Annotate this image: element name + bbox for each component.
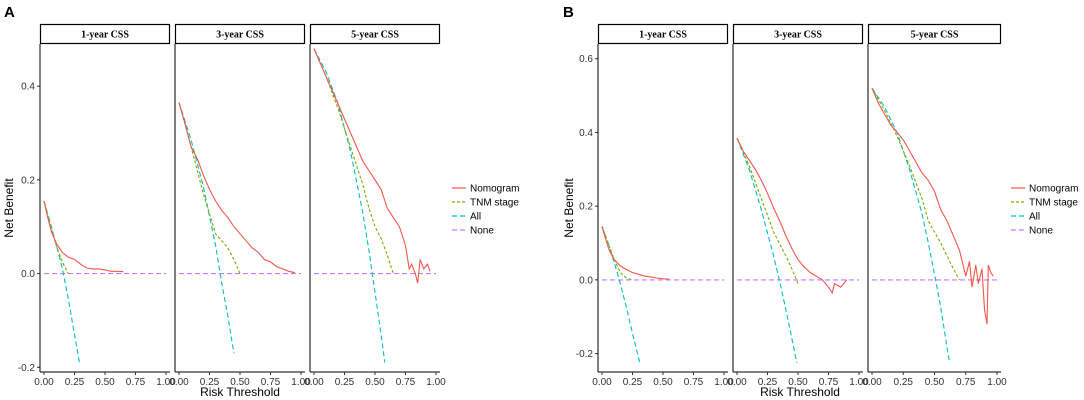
panel-b-x-axis-title: Risk Threshold: [760, 385, 840, 399]
panel-b-facet-2-x-tick-label: 0.75: [819, 377, 839, 388]
panel-a-x-axis-title: Risk Threshold: [200, 385, 280, 399]
panel-b-y-tick-label: 0.4: [579, 128, 593, 139]
panel-a-facet-2-x-tick-label: 1.00: [291, 377, 311, 388]
panel-a-facet-1-x-tick-label: 0.25: [65, 377, 85, 388]
panel-b-facet-1-strip: [597, 23, 729, 45]
panel-b-facet-3-x-tick-label: 0.25: [894, 377, 914, 388]
panel-a-facet-1-x-tick-label: 0.00: [34, 377, 54, 388]
panel-a-facet-1-strip-label: 1-year CSS: [81, 30, 129, 41]
panel-b-facet-2-strip: [732, 23, 864, 45]
panel-a-facet-1-strip: [39, 23, 171, 45]
panel-b-facet-2-series-all: [736, 137, 798, 363]
panel-a-legend-label-nomogram: Nomogram: [470, 184, 519, 195]
panel-a-y-tick-label: 0.0: [21, 269, 35, 280]
panel-b-facet-3-x-tick-label: 0.00: [862, 377, 882, 388]
panel-b-facet-3-strip: [867, 23, 1002, 45]
panel-a-facet-2-strip: [174, 23, 306, 45]
panel-a-facet-3-x-tick-label: 1.00: [426, 377, 446, 388]
panel-b-facet-1-series-tnm-stage: [601, 226, 633, 281]
panel-b-legend-label-all: All: [1029, 212, 1040, 223]
panel-b-facet-3-x-tick-label: 1.00: [987, 377, 1007, 388]
panel-a-facet-2-x-tick-label: 0.25: [200, 377, 220, 388]
panel-b-facet-2-x-tick-label: 0.25: [758, 377, 778, 388]
panel-a-facet-2-x-tick-label: 0.75: [261, 377, 281, 388]
panel-b-y-tick-label: -0.2: [576, 349, 594, 360]
panel-b-facet-1-x-tick-label: 0.75: [684, 377, 704, 388]
panel-b-facet-3: 5-year CSS 0.00 0.25 0.50 0.75 1.00: [862, 23, 1007, 388]
panel-a-legend-label-all: All: [470, 212, 481, 223]
panel-a-legend-label-none: None: [470, 226, 494, 237]
panel-b-facet-1-x-tick-label: 0.50: [653, 377, 673, 388]
panel-b: B Net Benefit Risk Threshold -0.2 0.0 0.2 0.4 0…: [562, 4, 1078, 399]
panel-b-letter: B: [563, 4, 574, 21]
panel-b-legend-label-tnm-stage: TNM stage: [1029, 198, 1078, 209]
panel-a-facet-1-series-nomogram: [43, 200, 124, 273]
panel-a-y-tick-label: -0.2: [18, 363, 36, 374]
panel-a-facet-1-x-tick-label: 0.75: [126, 377, 146, 388]
panel-b-y-axis-title: Net Benefit: [562, 178, 576, 238]
panel-b-facet-1: 1-year CSS 0.00 0.25 0.50 0.75 1.00: [592, 23, 734, 388]
panel-a-facet-2-series-all: [178, 102, 235, 354]
panel-b-facet-3-series-nomogram: [871, 87, 994, 325]
panel-b-facet-2-x-tick-label: 0.50: [788, 377, 808, 388]
panel-b-facet-3-x-tick-label: 0.50: [925, 377, 945, 388]
panel-b-facet-3-series-tnm-stage: [871, 87, 960, 281]
panel-a-facet-3: 5-year CSS 0.00 0.25 0.50 0.75 1.00: [304, 23, 446, 388]
panel-a-facet-2: 3-year CSS 0.00 0.25 0.50 0.75 1.00: [169, 23, 311, 388]
panel-b-facet-1-x-tick-label: 0.00: [592, 377, 612, 388]
panel-a-legend-label-tnm-stage: TNM stage: [470, 198, 519, 209]
panel-b-y-tick-label: 0.0: [579, 275, 593, 286]
panel-a-facet-3-strip: [309, 23, 441, 45]
panel-a-facet-1-x-tick-label: 0.50: [95, 377, 115, 388]
panel-b-legend: Nomogram TNM stage All None: [1011, 184, 1078, 237]
panel-b-facet-2-series-nomogram: [736, 137, 848, 295]
panel-a-facet-2-x-tick-label: 0.00: [169, 377, 189, 388]
panel-b-facet-3-series-all: [871, 87, 951, 363]
panel-b-legend-label-none: None: [1029, 226, 1053, 237]
panel-a-facet-3-series-nomogram: [313, 48, 431, 284]
panel-b-facet-2-x-tick-label: 0.00: [727, 377, 747, 388]
panel-a-legend: Nomogram TNM stage All None: [452, 184, 519, 237]
panel-b-facet-3-strip-label: 5-year CSS: [911, 30, 959, 41]
panel-b-facet-2: 3-year CSS 0.00 0.25 0.50 0.75 1.00: [727, 23, 869, 388]
panel-a-facet-1-series-all: [43, 200, 80, 363]
panel-b-facet-3-x-tick-label: 0.75: [956, 377, 976, 388]
panel-b-facet-2-x-tick-label: 1.00: [849, 377, 869, 388]
panel-b-legend-label-nomogram: Nomogram: [1029, 184, 1078, 195]
panel-a-facet-3-x-tick-label: 0.50: [365, 377, 385, 388]
panel-b-y-tick-label: 0.2: [579, 202, 593, 213]
panel-a-facet-2-x-tick-label: 0.50: [230, 377, 250, 388]
panel-b-facet-1-x-tick-label: 0.25: [623, 377, 643, 388]
panel-b-facet-2-series-tnm-stage: [736, 137, 799, 284]
panel-a-y-axis-title: Net Benefit: [2, 178, 16, 238]
panel-a-facet-3-x-tick-label: 0.75: [396, 377, 416, 388]
panel-b-facet-2-strip-label: 3-year CSS: [774, 30, 822, 41]
panel-a-facet-2-strip-label: 3-year CSS: [216, 30, 264, 41]
panel-a-facet-1-x-tick-label: 1.00: [156, 377, 176, 388]
panel-a-facet-3-strip-label: 5-year CSS: [351, 30, 399, 41]
panel-a-y-tick-label: 0.4: [21, 82, 35, 93]
panel-a-facet-2-series-nomogram: [178, 102, 296, 274]
panel-a-facet-3-x-tick-label: 0.00: [304, 377, 324, 388]
panel-a-facet-3-series-tnm-stage: [313, 48, 394, 274]
panel-a-y-tick-label: 0.2: [21, 175, 35, 186]
panel-a-facet-3-series-all: [313, 48, 386, 363]
panel-a-facet-3-x-tick-label: 0.25: [335, 377, 355, 388]
panel-a-facet-1: 1-year CSS 0.00 0.25 0.50 0.75 1.00: [34, 23, 176, 388]
panel-b-facet-1-x-tick-label: 1.00: [714, 377, 734, 388]
panel-b-facet-1-strip-label: 1-year CSS: [639, 30, 687, 41]
panel-b-y-tick-label: 0.6: [579, 54, 593, 65]
panel-b-facet-1-series-nomogram: [601, 226, 670, 280]
panel-a-letter: A: [4, 4, 15, 21]
